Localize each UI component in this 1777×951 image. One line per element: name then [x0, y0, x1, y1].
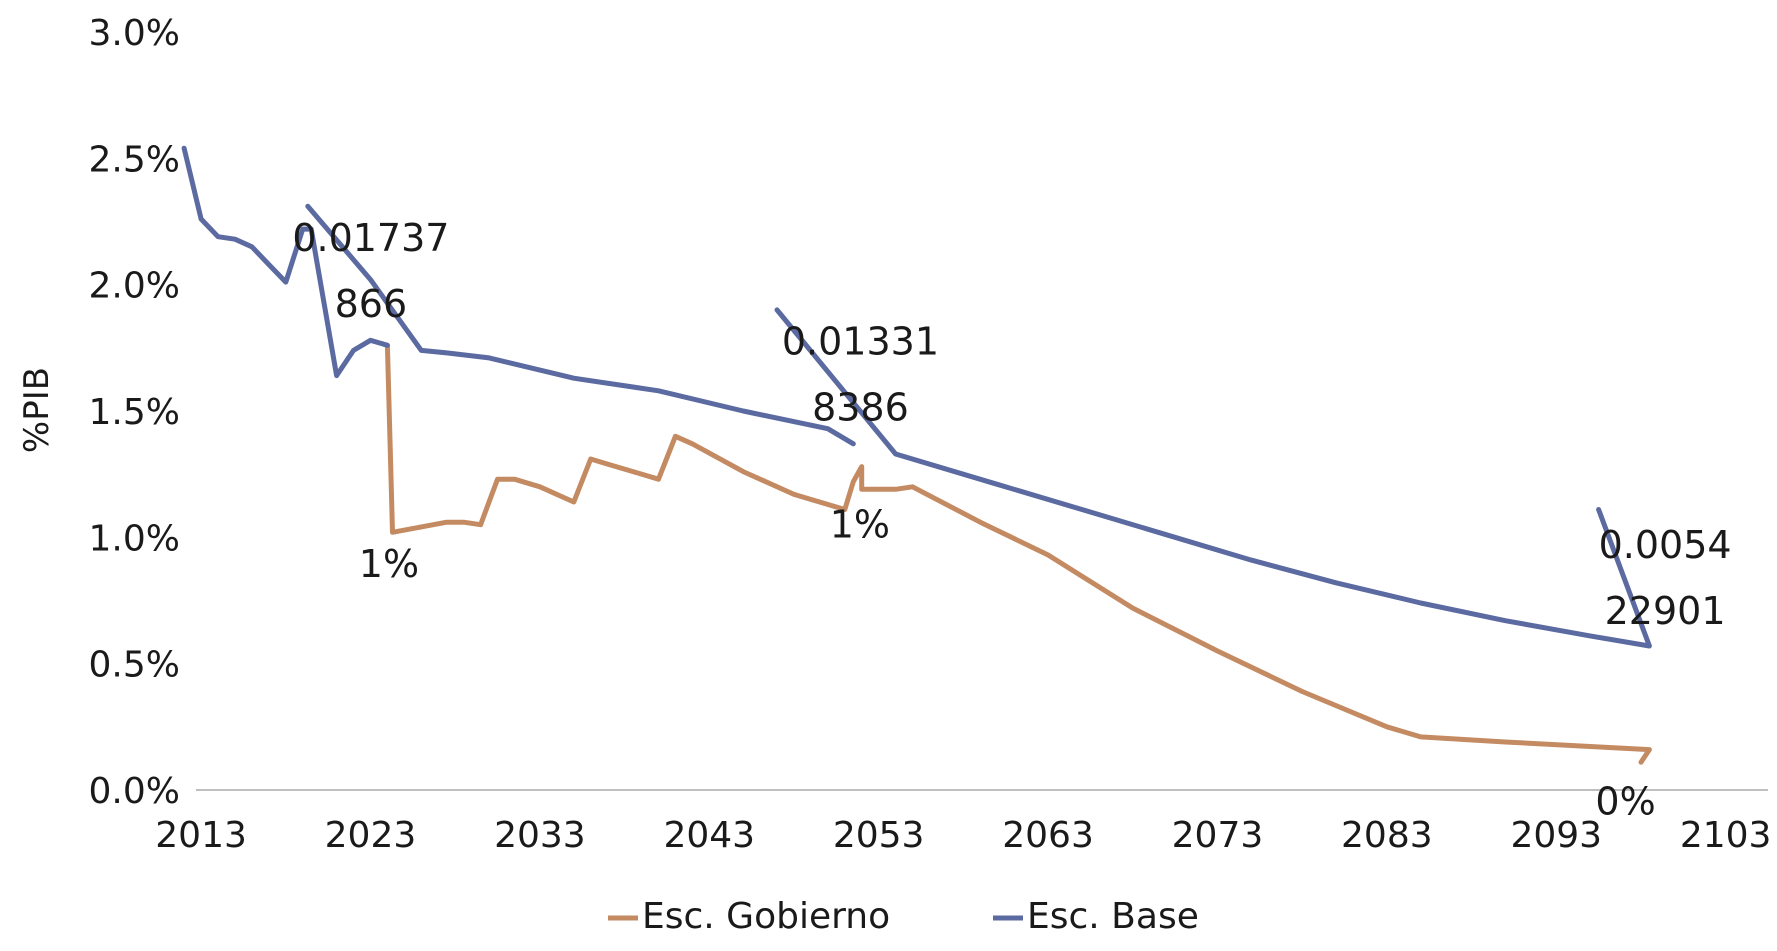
- x-tick-label: 2043: [663, 815, 755, 856]
- series-line-base-2: [305, 203, 856, 447]
- data-label: 1%: [359, 542, 419, 586]
- data-label-line: 866: [335, 282, 408, 326]
- y-tick-label: 2.5%: [89, 139, 180, 180]
- data-label: 0.01331 8386: [782, 320, 939, 430]
- data-label-line: 0%: [1595, 779, 1655, 823]
- y-tick-label: 0.5%: [89, 645, 180, 686]
- data-label-line: 0.0054: [1599, 523, 1732, 567]
- y-axis-title: %PIB: [17, 367, 57, 453]
- data-label: 0.01737 866: [292, 216, 449, 326]
- x-tick-label: 2013: [155, 815, 247, 856]
- y-tick-label: 2.0%: [89, 266, 180, 307]
- data-label-line: 0.01737: [292, 216, 449, 260]
- x-tick-label: 2073: [1172, 815, 1264, 856]
- x-tick-label: 2083: [1341, 815, 1433, 856]
- data-label: 1%: [830, 503, 890, 547]
- data-label: 0.0054 22901: [1599, 523, 1732, 633]
- data-label-line: 1%: [359, 542, 419, 586]
- legend-label: Esc. Base: [1027, 896, 1199, 937]
- series-group: [181, 145, 1652, 765]
- y-tick-label: 1.5%: [89, 392, 180, 433]
- x-tick-label: 2063: [1002, 815, 1094, 856]
- x-axis-ticks: 2013 2023 2033 2043 2053 2063 2073 2083 2093 2103: [155, 815, 1771, 856]
- series-line-gobierno: [384, 342, 1652, 765]
- y-tick-label: 1.0%: [89, 518, 180, 559]
- data-label-line: 22901: [1605, 589, 1726, 633]
- legend-item-gobierno: Esc. Gobierno: [608, 896, 890, 937]
- data-label: 0%: [1595, 779, 1655, 823]
- legend: Esc. Gobierno Esc. Base: [608, 896, 1199, 937]
- series-line-base-1: [181, 145, 390, 379]
- x-tick-label: 2103: [1680, 815, 1772, 856]
- data-label-line: 1%: [830, 503, 890, 547]
- x-tick-label: 2093: [1510, 815, 1602, 856]
- x-tick-label: 2033: [494, 815, 586, 856]
- legend-label: Esc. Gobierno: [642, 896, 890, 937]
- series-line-base-3: [774, 307, 1652, 649]
- x-tick-label: 2023: [325, 815, 417, 856]
- y-axis-ticks: 0.0% 0.5% 1.0% 1.5% 2.0% 2.5% 3.0%: [89, 13, 180, 812]
- x-tick-label: 2053: [833, 815, 925, 856]
- y-tick-label: 3.0%: [89, 13, 180, 54]
- data-labels: 0.01737 866 0.01331 8386 0.0054 22901 1% 1% 0%: [292, 216, 1731, 823]
- data-label-line: 8386: [812, 386, 909, 430]
- legend-item-base: Esc. Base: [993, 896, 1199, 937]
- data-label-line: 0.01331: [782, 320, 939, 364]
- y-tick-label: 0.0%: [89, 771, 180, 812]
